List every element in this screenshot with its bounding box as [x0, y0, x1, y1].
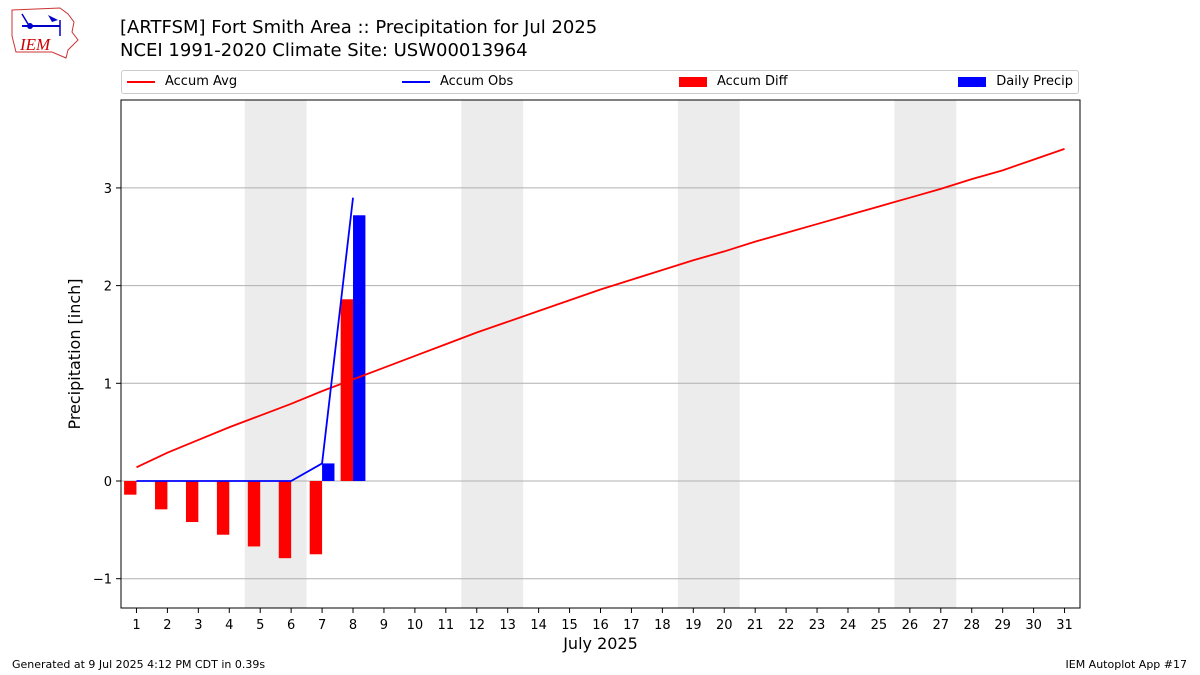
accum-diff-bar-4	[216, 481, 230, 535]
y-tick-label--1: −1	[93, 573, 112, 588]
weekend-shade-3	[894, 100, 957, 608]
iem-logo: IEM	[11, 7, 79, 59]
accum-diff-bar-7	[309, 481, 323, 555]
x-tick-label-9: 9	[380, 618, 388, 633]
accum-diff-bar-6	[278, 481, 292, 559]
x-tick-label-21: 21	[747, 618, 764, 633]
x-tick-label-16: 16	[592, 618, 609, 633]
legend-accum-diff-label: Accum Diff	[717, 74, 788, 89]
legend-accum-avg-swatch	[127, 80, 155, 83]
legend-accum-diff-swatch	[679, 76, 707, 87]
x-tick-label-12: 12	[468, 618, 485, 633]
x-tick-label-5: 5	[256, 618, 264, 633]
chart-title: [ARTFSM] Fort Smith Area :: Precipitatio…	[120, 17, 598, 38]
x-tick-label-4: 4	[225, 618, 233, 633]
x-tick-label-31: 31	[1056, 618, 1073, 633]
accum-diff-bar-5	[247, 481, 261, 547]
x-tick-label-2: 2	[163, 618, 171, 633]
logo-text: IEM	[19, 35, 51, 54]
accum-diff-bar-3	[185, 481, 199, 523]
x-tick-label-18: 18	[654, 618, 671, 633]
daily-precip-bar-8	[353, 215, 366, 481]
x-tick-label-15: 15	[561, 618, 578, 633]
accum-obs-line	[136, 197, 354, 482]
x-tick-label-27: 27	[933, 618, 950, 633]
y-tick-label-0: 0	[104, 475, 112, 490]
x-axis-label: July 2025	[562, 634, 638, 653]
x-tick-label-1: 1	[132, 618, 140, 633]
accum-diff-bar-2	[155, 481, 168, 510]
y-tick-label-1: 1	[104, 377, 112, 392]
x-tick-label-28: 28	[963, 618, 980, 633]
y-tick-label-3: 3	[104, 182, 112, 197]
legend-accum-obs: Accum Obs	[402, 74, 513, 89]
x-tick-label-19: 19	[685, 618, 702, 633]
x-tick-label-10: 10	[407, 618, 424, 633]
legend: Accum Avg Accum Obs Accum Diff Daily Pre…	[121, 70, 1079, 94]
x-tick-label-17: 17	[623, 618, 640, 633]
x-tick-label-25: 25	[871, 618, 888, 633]
x-tick-label-20: 20	[716, 618, 733, 633]
x-tick-label-30: 30	[1025, 618, 1042, 633]
y-tick-label-2: 2	[104, 280, 112, 295]
accum-avg-line	[136, 147, 1065, 469]
x-tick-label-6: 6	[287, 618, 295, 633]
x-tick-label-13: 13	[499, 618, 516, 633]
x-tick-label-29: 29	[994, 618, 1011, 633]
daily-precip-bar-7	[322, 463, 335, 481]
legend-accum-obs-label: Accum Obs	[440, 74, 514, 89]
weekend-shade-2	[677, 100, 740, 608]
accum-diff-bar-8	[340, 299, 354, 481]
x-tick-label-26: 26	[902, 618, 919, 633]
legend-accum-diff: Accum Diff	[679, 74, 788, 89]
generated-note: Generated at 9 Jul 2025 4:12 PM CDT in 0…	[12, 658, 266, 671]
x-tick-label-24: 24	[840, 618, 857, 633]
y-axis-label: Precipitation [inch]	[65, 278, 84, 429]
legend-accum-avg-label: Accum Avg	[165, 74, 238, 89]
legend-accum-obs-swatch	[402, 80, 430, 83]
legend-accum-avg: Accum Avg	[127, 74, 237, 89]
accum-diff-bar-1	[124, 481, 137, 495]
chart-subtitle: NCEI 1991-2020 Climate Site: USW00013964	[120, 40, 528, 61]
app-note: IEM Autoplot App #17	[1065, 658, 1188, 671]
legend-daily-precip-label: Daily Precip	[996, 74, 1073, 89]
x-tick-label-8: 8	[349, 618, 357, 633]
legend-daily-precip: Daily Precip	[958, 74, 1073, 89]
x-tick-label-23: 23	[809, 618, 826, 633]
x-tick-label-7: 7	[318, 618, 326, 633]
x-tick-label-11: 11	[438, 618, 455, 633]
legend-daily-precip-swatch	[958, 76, 987, 87]
x-tick-label-22: 22	[778, 618, 795, 633]
weekend-shade-1	[461, 100, 524, 608]
x-tick-label-14: 14	[530, 618, 547, 633]
x-tick-label-3: 3	[194, 618, 202, 633]
